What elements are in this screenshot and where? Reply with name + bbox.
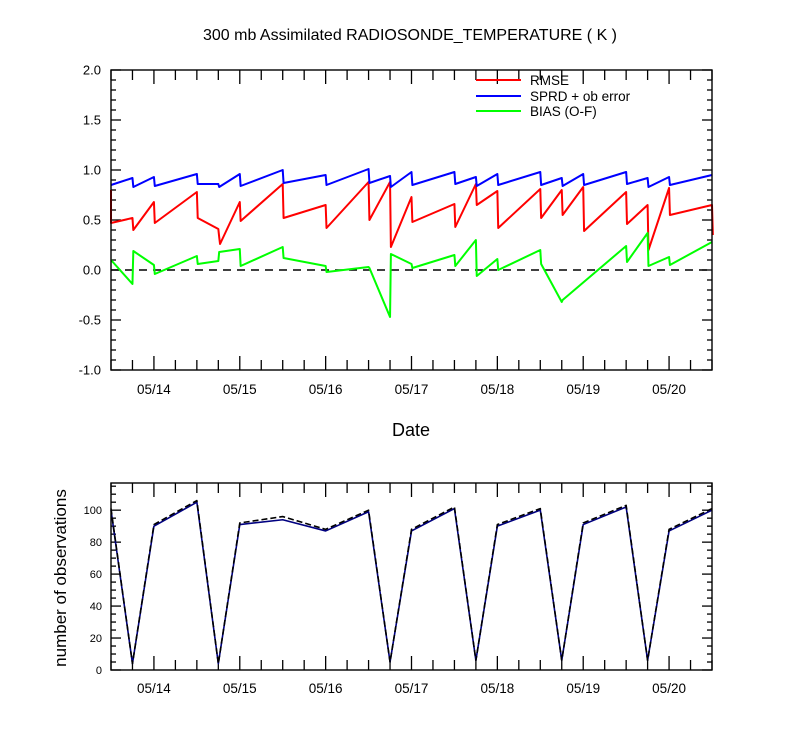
x-tick-label: 05/16: [309, 382, 343, 397]
series-line-bias-o-f: [110, 232, 713, 318]
y-tick-label: 60: [90, 569, 102, 581]
series-line-rmse: [110, 181, 714, 251]
series-line-sprd-ob-error: [110, 168, 713, 188]
bottom-panel-ticks: [110, 483, 713, 671]
y-tick-label: 1.5: [83, 113, 101, 128]
series-line-observations-dashed: [110, 499, 713, 665]
x-tick-label: 05/17: [395, 681, 429, 696]
bottom-panel-frame: [110, 482, 713, 671]
x-tick-label: 05/17: [395, 382, 429, 397]
chart-title: 300 mb Assimilated RADIOSONDE_TEMPERATUR…: [203, 27, 617, 44]
y-tick-label: 2.0: [83, 63, 101, 78]
bottom-panel-series: [110, 499, 713, 665]
x-tick-label: 05/19: [566, 681, 600, 696]
y-axis-label-observations: number of observations: [51, 489, 70, 667]
bottom-panel-y-tick-labels: 0 20 40 60 80 100: [84, 505, 102, 677]
legend-label-sprd: SPRD + ob error: [530, 89, 631, 104]
x-tick-label: 05/20: [652, 681, 686, 696]
x-tick-label: 05/15: [223, 681, 257, 696]
x-tick-label: 05/19: [566, 382, 600, 397]
y-tick-label: 20: [90, 633, 102, 645]
series-line-observations-solid: [110, 501, 713, 665]
y-tick-label: -1.0: [79, 363, 101, 378]
top-panel-x-tick-labels: 05/14 05/15 05/16 05/17 05/18 05/19 05/20: [137, 382, 686, 397]
y-tick-label: 0.5: [83, 213, 101, 228]
top-panel-y-tick-labels: -1.0 -0.5 0.0 0.5 1.0 1.5 2.0: [79, 63, 101, 378]
x-tick-label: 05/18: [480, 681, 514, 696]
x-axis-label: Date: [392, 420, 430, 440]
y-tick-label: 100: [84, 505, 102, 517]
y-tick-label: 1.0: [83, 163, 101, 178]
legend: RMSE SPRD + ob error BIAS (O-F): [476, 73, 631, 119]
x-tick-label: 05/14: [137, 681, 171, 696]
top-panel-series: [110, 168, 714, 318]
x-tick-label: 05/15: [223, 382, 257, 397]
bottom-panel-x-tick-labels: 05/14 05/15 05/16 05/17 05/18 05/19 05/20: [137, 681, 686, 696]
top-panel-frame: [110, 69, 713, 371]
x-tick-label: 05/14: [137, 382, 171, 397]
legend-label-bias: BIAS (O-F): [530, 104, 597, 119]
x-tick-label: 05/18: [480, 382, 514, 397]
legend-label-rmse: RMSE: [530, 73, 569, 88]
y-tick-label: 40: [90, 601, 102, 613]
x-tick-label: 05/16: [309, 681, 343, 696]
y-tick-label: 80: [90, 537, 102, 549]
y-tick-label: -0.5: [79, 313, 101, 328]
x-tick-label: 05/20: [652, 382, 686, 397]
y-tick-label: 0: [96, 665, 102, 677]
y-tick-label: 0.0: [83, 263, 101, 278]
